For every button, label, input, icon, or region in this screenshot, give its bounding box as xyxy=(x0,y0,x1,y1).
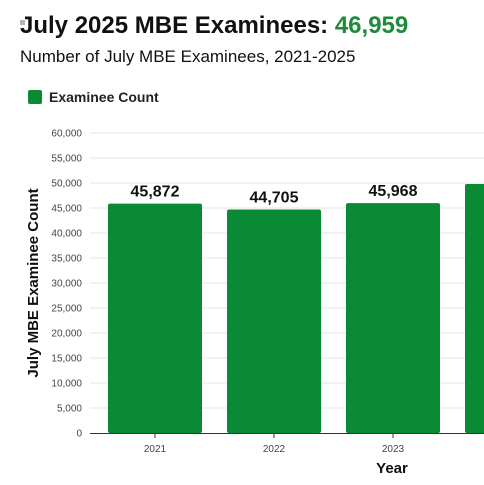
y-axis-title: July MBE Examinee Count xyxy=(25,188,42,377)
data-label: 45,872 xyxy=(131,184,180,201)
y-tick-label: 5,000 xyxy=(57,404,82,415)
y-tick-label: 30,000 xyxy=(51,279,82,290)
data-label: 45,968 xyxy=(369,183,418,200)
chart-title: July 2025 MBE Examinees: 46,959 xyxy=(20,12,408,40)
y-tick-label: 15,000 xyxy=(51,354,82,365)
y-tick-label: 35,000 xyxy=(51,254,82,265)
y-tick-label: 25,000 xyxy=(51,304,82,315)
legend-swatch xyxy=(28,90,42,104)
chart-subtitle: Number of July MBE Examinees, 2021-2025 xyxy=(20,47,356,66)
y-tick-label: 60,000 xyxy=(51,129,82,140)
y-tick-label: 20,000 xyxy=(51,329,82,340)
y-tick-label: 45,000 xyxy=(51,204,82,215)
bar xyxy=(108,203,202,433)
y-tick-label: 40,000 xyxy=(51,229,82,240)
y-tick-label: 0 xyxy=(76,429,82,440)
y-tick-label: 55,000 xyxy=(51,154,82,165)
bar xyxy=(227,209,321,433)
data-label: 44,705 xyxy=(250,189,299,206)
bar xyxy=(465,184,484,433)
x-tick-label: 2023 xyxy=(382,444,405,455)
y-tick-label: 10,000 xyxy=(51,379,82,390)
y-tick-label: 50,000 xyxy=(51,179,82,190)
title-highlight-value: 46,959 xyxy=(334,12,409,39)
x-tick-label: 2022 xyxy=(263,444,286,455)
legend[interactable]: Examinee Count xyxy=(28,89,159,105)
bar xyxy=(346,203,440,433)
x-axis-title: Year xyxy=(376,460,408,477)
title-prefix: July 2025 MBE Examinees: xyxy=(20,12,335,39)
legend-label: Examinee Count xyxy=(49,89,159,105)
x-tick-label: 2021 xyxy=(144,444,167,455)
title-marker xyxy=(20,20,25,25)
